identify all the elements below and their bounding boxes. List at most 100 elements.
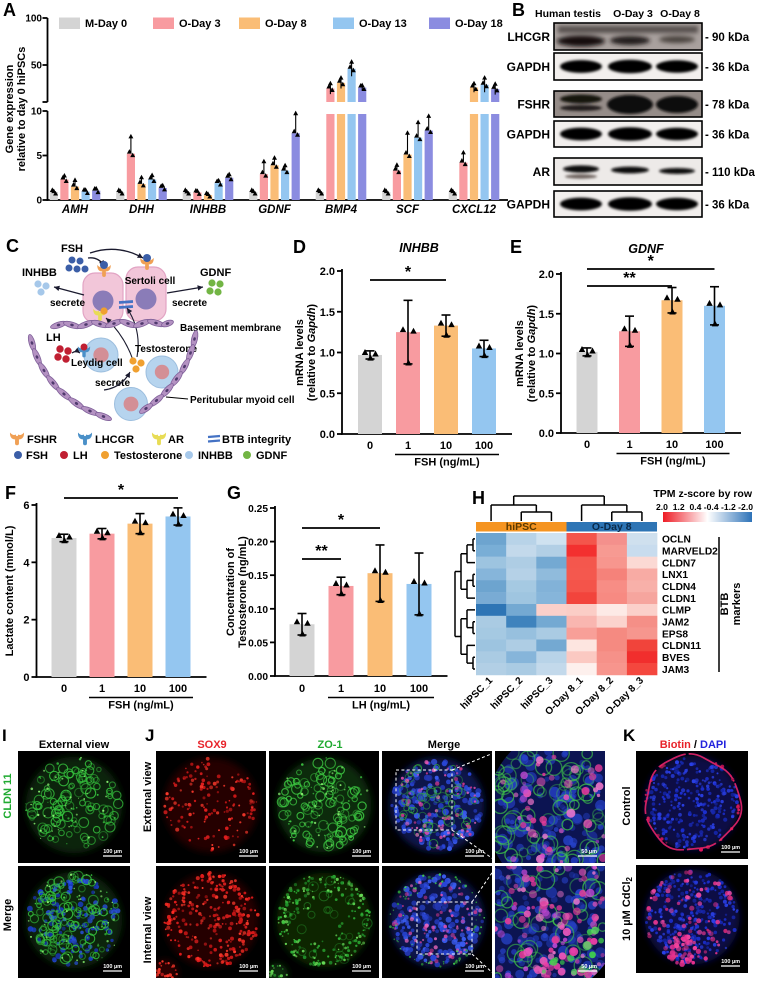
svg-text:100 µm: 100 µm [465,964,484,970]
svg-text:- 36 kDa: - 36 kDa [705,62,750,74]
svg-text:Internal view: Internal view [142,896,154,963]
svg-text:AMH: AMH [61,204,89,216]
svg-text:2.0 1.2 0.4 -0.4 -1.2 -2.0: 2.0 1.2 0.4 -0.4 -1.2 -2.0 [656,502,753,512]
svg-text:4: 4 [23,557,30,569]
svg-text:0.10: 0.10 [248,605,268,616]
svg-text:100: 100 [475,440,493,452]
svg-text:10: 10 [666,439,678,451]
svg-text:LH: LH [73,450,88,462]
svg-text:50 µm: 50 µm [581,964,597,970]
svg-text:O-Day 18: O-Day 18 [455,18,503,30]
svg-text:0: 0 [584,439,590,451]
svg-text:10: 10 [134,683,146,695]
svg-text:External view: External view [39,739,110,751]
svg-text:Lactate content (mmol/L): Lactate content (mmol/L) [4,525,16,656]
svg-text:50: 50 [31,61,43,72]
svg-text:0.00: 0.00 [248,672,268,683]
svg-text:*: * [405,264,412,281]
svg-text:2.0: 2.0 [320,266,335,278]
svg-text:100 µm: 100 µm [721,959,740,965]
svg-text:100 µm: 100 µm [465,849,484,855]
svg-text:JAM3: JAM3 [662,665,690,676]
svg-text:JAM2: JAM2 [662,618,690,629]
svg-text:FSH: FSH [61,243,83,255]
svg-text:F: F [5,483,16,503]
svg-text:50 µm: 50 µm [581,849,597,855]
svg-text:0.25: 0.25 [248,504,268,515]
svg-text:Merge: Merge [428,739,460,751]
svg-text:5: 5 [36,151,42,162]
svg-text:LNX1: LNX1 [662,570,688,581]
svg-text:100 µm: 100 µm [352,964,371,970]
svg-text:GAPDH: GAPDH [507,60,550,74]
svg-text:INHBB: INHBB [22,267,57,279]
svg-text:10: 10 [440,440,452,452]
svg-text:O-Day 3: O-Day 3 [613,8,653,20]
svg-text:100 µm: 100 µm [103,964,122,970]
svg-text:**: ** [623,270,636,287]
svg-text:SOX9: SOX9 [197,739,226,751]
svg-text:Testosterone: Testosterone [114,450,182,462]
svg-text:100: 100 [25,14,42,25]
svg-text:100 µm: 100 µm [239,964,258,970]
svg-text:CLDN4: CLDN4 [662,582,696,593]
svg-text:1.5: 1.5 [320,307,335,319]
svg-text:secrete: secrete [172,298,207,309]
svg-text:FSH (ng/mL): FSH (ng/mL) [108,700,174,712]
svg-text:TPM z-score by row: TPM z-score by row [653,488,752,500]
svg-text:GDNF: GDNF [258,204,292,216]
svg-text:D: D [293,237,306,257]
svg-text:FSH: FSH [26,450,48,462]
svg-text:H: H [472,488,485,508]
svg-text:LH (ng/mL): LH (ng/mL) [352,700,410,712]
svg-text:LHCGR: LHCGR [507,30,550,44]
svg-text:BTB integrity: BTB integrity [222,434,292,446]
svg-text:CLDN11: CLDN11 [662,641,701,652]
svg-text:- 36 kDa: - 36 kDa [705,200,750,212]
svg-text:Human testis: Human testis [535,8,601,20]
svg-text:AR: AR [168,434,184,446]
svg-text:INHBB: INHBB [198,450,233,462]
svg-text:0: 0 [23,672,29,684]
svg-text:6: 6 [23,500,29,512]
svg-text:CLDN 11: CLDN 11 [2,773,14,818]
svg-text:G: G [227,483,241,503]
svg-text:0: 0 [299,683,305,695]
svg-text:Biotin / DAPI: Biotin / DAPI [660,739,727,751]
svg-text:E: E [510,237,522,257]
svg-text:Control: Control [621,786,633,825]
svg-text:GDNF: GDNF [628,242,664,256]
svg-text:1.5: 1.5 [539,309,554,321]
svg-text:M-Day 0: M-Day 0 [85,18,127,30]
svg-text:OCLN: OCLN [662,535,691,546]
svg-text:GAPDH: GAPDH [507,128,550,142]
svg-text:100: 100 [169,683,187,695]
svg-text:BMP4: BMP4 [325,204,358,216]
svg-text:- 78 kDa: - 78 kDa [705,100,750,112]
svg-text:AR: AR [533,165,551,179]
svg-text:10: 10 [374,683,386,695]
svg-text:0: 0 [61,683,67,695]
svg-text:1.0: 1.0 [320,348,335,360]
svg-text:SCF: SCF [396,204,420,216]
svg-text:0.15: 0.15 [248,571,268,582]
svg-text:I: I [2,726,7,745]
svg-text:J: J [145,726,154,745]
svg-text:FSH (ng/mL): FSH (ng/mL) [414,457,480,469]
svg-text:2: 2 [23,615,29,627]
svg-text:EPS8: EPS8 [662,629,688,640]
svg-text:Leydig cell: Leydig cell [71,358,123,369]
svg-text:O-Day 8: O-Day 8 [265,18,307,30]
svg-text:0.0: 0.0 [539,428,554,440]
svg-text:Testosterone (ng/mL): Testosterone (ng/mL) [237,536,249,648]
svg-text:*: * [648,253,655,270]
svg-text:100 µm: 100 µm [239,849,258,855]
svg-text:CLMP: CLMP [662,606,691,617]
svg-text:*: * [118,482,125,499]
svg-text:ZO-1: ZO-1 [317,739,342,751]
svg-text:0.05: 0.05 [248,638,268,649]
svg-text:10 µM CdCl2: 10 µM CdCl2 [621,876,634,941]
svg-text:**: ** [315,543,328,560]
svg-text:100: 100 [705,439,723,451]
svg-text:markers: markers [731,583,743,626]
